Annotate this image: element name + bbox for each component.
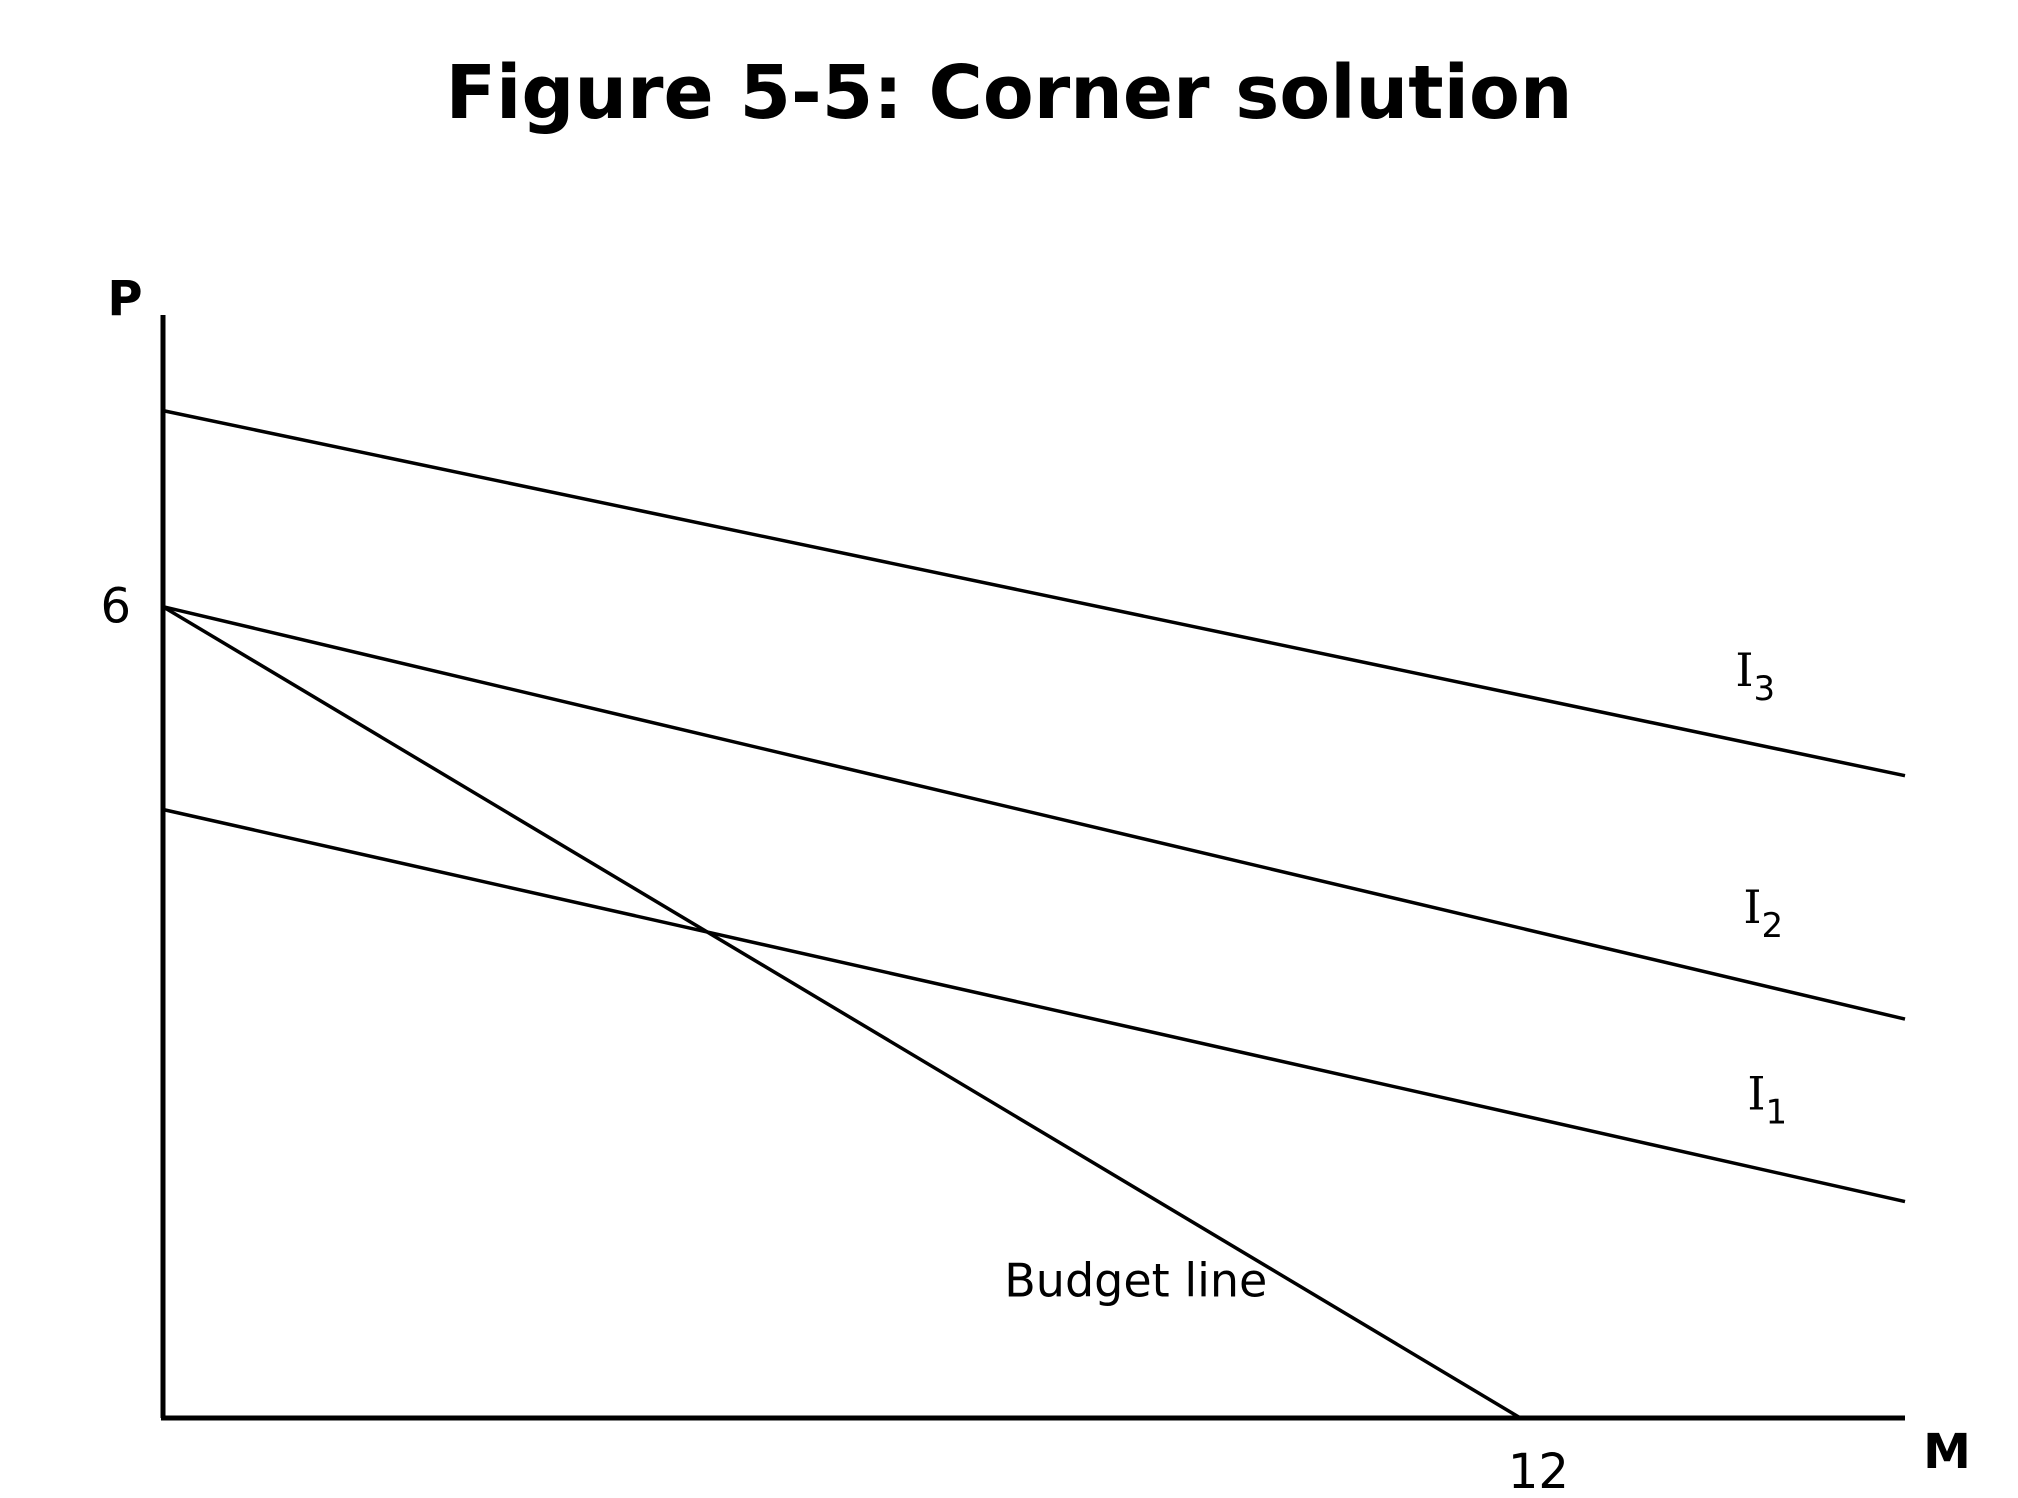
series-label-i3-sub: 3 bbox=[1753, 669, 1775, 709]
series-label-i3: I3 bbox=[1735, 643, 1775, 709]
series-label-i2: I2 bbox=[1743, 880, 1783, 946]
y-axis-label: P bbox=[107, 271, 142, 327]
series-label-i2-sub: 2 bbox=[1761, 906, 1783, 946]
series-line-i2 bbox=[162, 604, 1906, 1021]
chart-title: Figure 5-5: Corner solution bbox=[445, 50, 1572, 136]
series-label-i2-main: I bbox=[1743, 880, 1761, 934]
x-tick-label: 12 bbox=[1508, 1444, 1569, 1498]
budget-line-label: Budget line bbox=[1004, 1253, 1267, 1307]
series-line-i3 bbox=[162, 408, 1906, 778]
series-line-budget bbox=[162, 605, 1522, 1420]
series-label-i1: I1 bbox=[1747, 1066, 1787, 1132]
y-tick-label: 6 bbox=[100, 579, 131, 635]
series-label-i1-main: I bbox=[1747, 1066, 1765, 1120]
series-label-i3-main: I bbox=[1735, 643, 1753, 697]
series-label-i1-sub: 1 bbox=[1765, 1092, 1787, 1132]
x-axis-label: M bbox=[1923, 1424, 1971, 1480]
series-line-i1 bbox=[162, 807, 1906, 1204]
curves-layer bbox=[162, 408, 1906, 1420]
